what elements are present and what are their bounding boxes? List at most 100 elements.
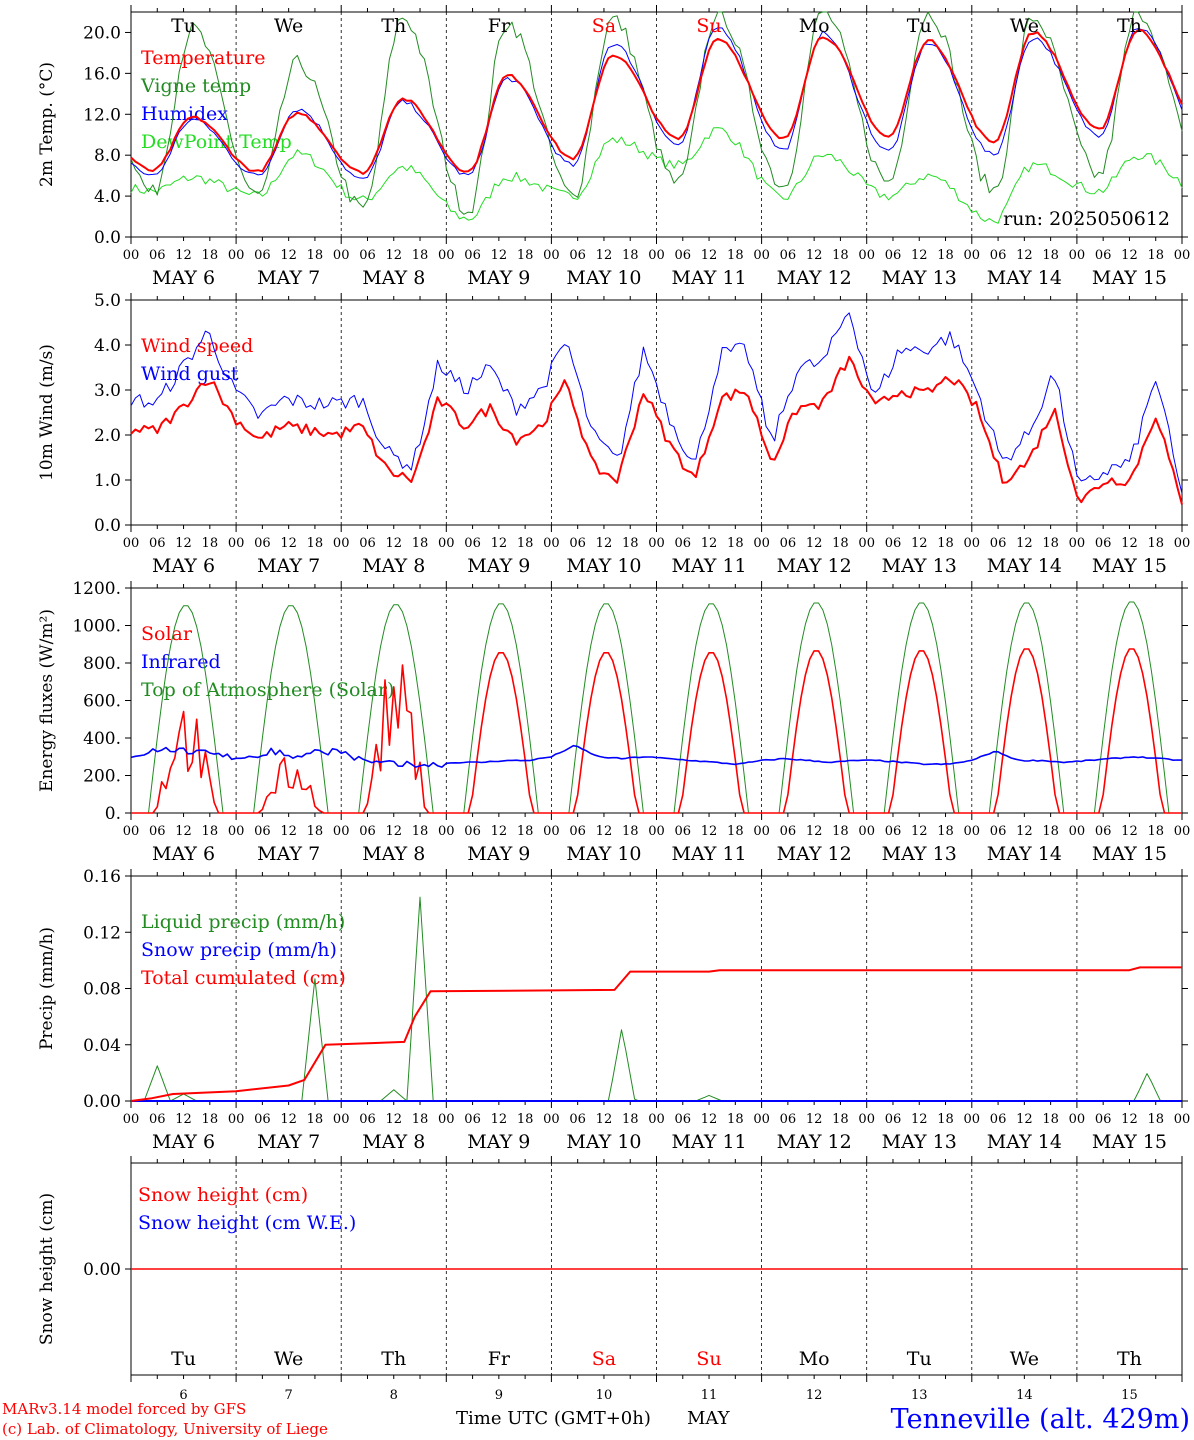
time-axis-label: Time UTC (GMT+0h) (456, 1408, 651, 1429)
hour-tick-label: 12 (1016, 248, 1033, 263)
day-name-label: We (274, 1348, 303, 1370)
hour-tick-label: 18 (832, 536, 849, 551)
hour-tick-label: 00 (333, 248, 350, 263)
humidex-line (130, 27, 1183, 179)
day-number-label: 7 (285, 1388, 293, 1403)
hour-tick-label: 12 (280, 248, 297, 263)
hour-tick-label: 12 (175, 536, 192, 551)
hour-tick-label: 00 (123, 824, 140, 839)
hour-tick-label: 06 (359, 248, 376, 263)
day-name-label: Th (381, 1348, 406, 1370)
hour-tick-label: 12 (806, 536, 823, 551)
date-label: MAY 11 (671, 267, 746, 289)
hour-tick-label: 00 (543, 824, 560, 839)
hour-tick-label: 06 (885, 536, 902, 551)
hour-tick-label: 18 (727, 824, 744, 839)
date-label: MAY 8 (362, 555, 425, 577)
hour-tick-label: 00 (964, 536, 981, 551)
hour-tick-label: 06 (780, 248, 797, 263)
hour-tick-label: 06 (149, 536, 166, 551)
date-label: MAY 11 (671, 843, 746, 865)
hour-tick-label: 06 (464, 824, 481, 839)
hour-tick-label: 00 (753, 536, 770, 551)
hour-tick-label: 00 (964, 1112, 981, 1127)
hour-tick-label: 00 (543, 536, 560, 551)
wind-gust-line (130, 312, 1183, 494)
day-name-label: We (1010, 1348, 1039, 1370)
hour-tick-label: 06 (675, 536, 692, 551)
day-number-label: 6 (179, 1388, 187, 1403)
day-name-label: Mo (799, 15, 830, 37)
hour-tick-label: 00 (333, 824, 350, 839)
solar-line (131, 648, 1182, 814)
hour-tick-label: 00 (753, 824, 770, 839)
hour-tick-label: 18 (622, 1112, 639, 1127)
hour-tick-label: 00 (333, 1112, 350, 1127)
panel-precip: 0.00 0.04 0.08 0.12 0.16 Precip (mm/h) 00 06 12 1… (37, 867, 1190, 1153)
legend-entry: Top of Atmosphere (Solar) (141, 679, 394, 701)
day-number-label: 13 (911, 1388, 928, 1403)
hour-tick-label: 06 (1095, 1112, 1112, 1127)
date-label: MAY 13 (882, 843, 957, 865)
y-tick-label: 0.0 (94, 228, 121, 248)
hour-tick-label: 12 (385, 536, 402, 551)
date-label: MAY 7 (257, 267, 320, 289)
y-tick-label: 16.0 (83, 64, 121, 84)
hour-tick-label: 18 (517, 824, 534, 839)
y-axis-label: Precip (mm/h) (37, 927, 57, 1050)
day-name-label: Fr (488, 1348, 511, 1370)
hour-tick-label: 18 (937, 1112, 954, 1127)
hour-tick-label: 12 (491, 1112, 508, 1127)
hour-tick-label: 12 (280, 824, 297, 839)
day-name-label: Sa (592, 1348, 616, 1370)
date-label: MAY 9 (467, 267, 530, 289)
day-name-label: Fr (488, 15, 511, 37)
day-number-label: 10 (596, 1388, 613, 1403)
hour-tick-label: 00 (123, 536, 140, 551)
hour-tick-label: 06 (569, 248, 586, 263)
y-tick-label: 200. (83, 767, 121, 787)
hour-tick-label: 00 (1069, 248, 1086, 263)
panel-snow: 0.00 Snow height (cm) Snow height (cm) Snow… (37, 1156, 1188, 1403)
wind-speed-line (130, 355, 1183, 505)
y-tick-label: 0.0 (94, 516, 121, 536)
hour-tick-label: 12 (701, 1112, 718, 1127)
hour-tick-label: 18 (622, 536, 639, 551)
date-label: MAY 11 (671, 555, 746, 577)
hour-tick-label: 00 (753, 1112, 770, 1127)
hour-tick-label: 00 (438, 248, 455, 263)
y-tick-label: 0.16 (83, 867, 121, 887)
hour-tick-label: 18 (622, 824, 639, 839)
hour-tick-label: 06 (359, 536, 376, 551)
hour-tick-label: 06 (359, 824, 376, 839)
hour-tick-label: 12 (596, 536, 613, 551)
hour-tick-label: 00 (648, 248, 665, 263)
hour-tick-label: 00 (438, 536, 455, 551)
y-tick-label: 0.00 (83, 1092, 121, 1112)
hour-tick-label: 18 (412, 824, 429, 839)
hour-tick-label: 18 (937, 824, 954, 839)
hour-tick-label: 06 (990, 536, 1007, 551)
hour-tick-label: 06 (464, 248, 481, 263)
hour-tick-label: 00 (1174, 248, 1191, 263)
hour-tick-label: 06 (780, 1112, 797, 1127)
date-label: MAY 7 (257, 1131, 320, 1153)
hour-tick-label: 06 (990, 1112, 1007, 1127)
y-axis-label: Energy fluxes (W/m²) (37, 609, 57, 792)
day-name-label: Su (696, 15, 721, 37)
hour-tick-label: 12 (911, 1112, 928, 1127)
day-number-label: 14 (1016, 1388, 1033, 1403)
hour-tick-label: 18 (1147, 1112, 1164, 1127)
hour-tick-label: 06 (885, 1112, 902, 1127)
hour-tick-label: 00 (438, 1112, 455, 1127)
legend-entry: Liquid precip (mm/h) (141, 911, 345, 933)
legend-entry: Solar (141, 623, 193, 645)
y-axis-label: 2m Temp. (°C) (37, 62, 57, 187)
date-label: MAY 8 (362, 843, 425, 865)
hour-tick-label: 00 (964, 248, 981, 263)
y-tick-label: 800. (83, 654, 121, 674)
date-label: MAY 7 (257, 555, 320, 577)
hour-tick-label: 00 (123, 248, 140, 263)
hour-tick-label: 12 (596, 248, 613, 263)
